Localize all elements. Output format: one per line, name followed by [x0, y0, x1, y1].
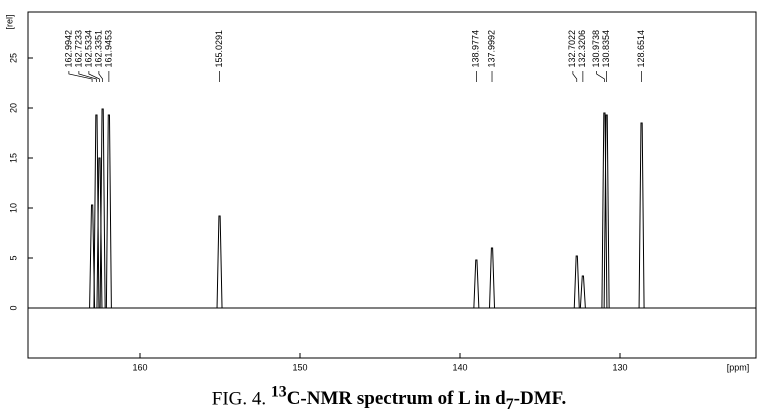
- caption: FIG. 4. 13C-NMR spectrum of L in d7-DMF.: [0, 384, 778, 414]
- peak-label: 162.7233: [73, 30, 83, 68]
- peak-leader: [596, 71, 605, 82]
- x-tick-label: 140: [452, 362, 467, 372]
- peak: [216, 215, 223, 309]
- caption-sub: 7: [505, 396, 514, 414]
- peak: [473, 259, 480, 309]
- y-tick-label: 10: [8, 203, 18, 213]
- peak: [601, 112, 608, 309]
- peak-leader: [68, 71, 93, 82]
- caption-prefix: FIG. 4.: [211, 388, 267, 410]
- caption-main: C-NMR spectrum of L in d: [286, 388, 506, 410]
- peak-label: 130.9738: [591, 30, 601, 68]
- y-tick-label: 0: [8, 305, 18, 310]
- x-tick-label: 130: [612, 362, 627, 372]
- peak-label: 155.0291: [214, 30, 224, 68]
- chart: [rel] [ppm] 160 150 140 130 0 5 10 15 20 25 162.99…: [4, 11, 757, 372]
- peak: [573, 255, 580, 309]
- peak-label: 138.9774: [471, 30, 481, 68]
- peak: [579, 275, 586, 309]
- y-tick-label: 5: [8, 255, 18, 260]
- peak-label: 162.9942: [63, 30, 73, 68]
- peak: [603, 114, 610, 309]
- peak-label: 132.3206: [577, 30, 587, 68]
- y-tick-label: 20: [8, 103, 18, 113]
- caption-suffix: -DMF.: [513, 388, 567, 410]
- peak-leader: [572, 71, 578, 82]
- peak-label: 161.9453: [103, 30, 113, 68]
- peak: [638, 122, 645, 309]
- peak-label: 130.8354: [601, 30, 611, 68]
- y-tick-label: 15: [8, 153, 18, 163]
- y-axis-label: [rel]: [4, 14, 14, 29]
- y-tick-label: 25: [8, 53, 18, 63]
- x-tick-label: 150: [292, 362, 307, 372]
- peak-label: 162.5334: [83, 30, 93, 68]
- peak: [105, 114, 112, 309]
- peak-leader: [98, 71, 103, 82]
- peak: [489, 247, 496, 309]
- peak: [89, 204, 96, 309]
- caption-sup: 13: [270, 384, 287, 401]
- peak-label: 132.7022: [567, 30, 577, 68]
- peak-label: 137.9992: [486, 30, 496, 68]
- peak-label: 128.6514: [636, 30, 646, 68]
- peak: [99, 108, 106, 309]
- peak-leader: [78, 71, 97, 82]
- x-axis-label: [ppm]: [727, 362, 750, 372]
- x-tick-label: 160: [132, 362, 147, 372]
- peak-leader: [88, 71, 100, 82]
- peak-label: 162.3351: [93, 30, 103, 68]
- plot-frame: [27, 11, 757, 359]
